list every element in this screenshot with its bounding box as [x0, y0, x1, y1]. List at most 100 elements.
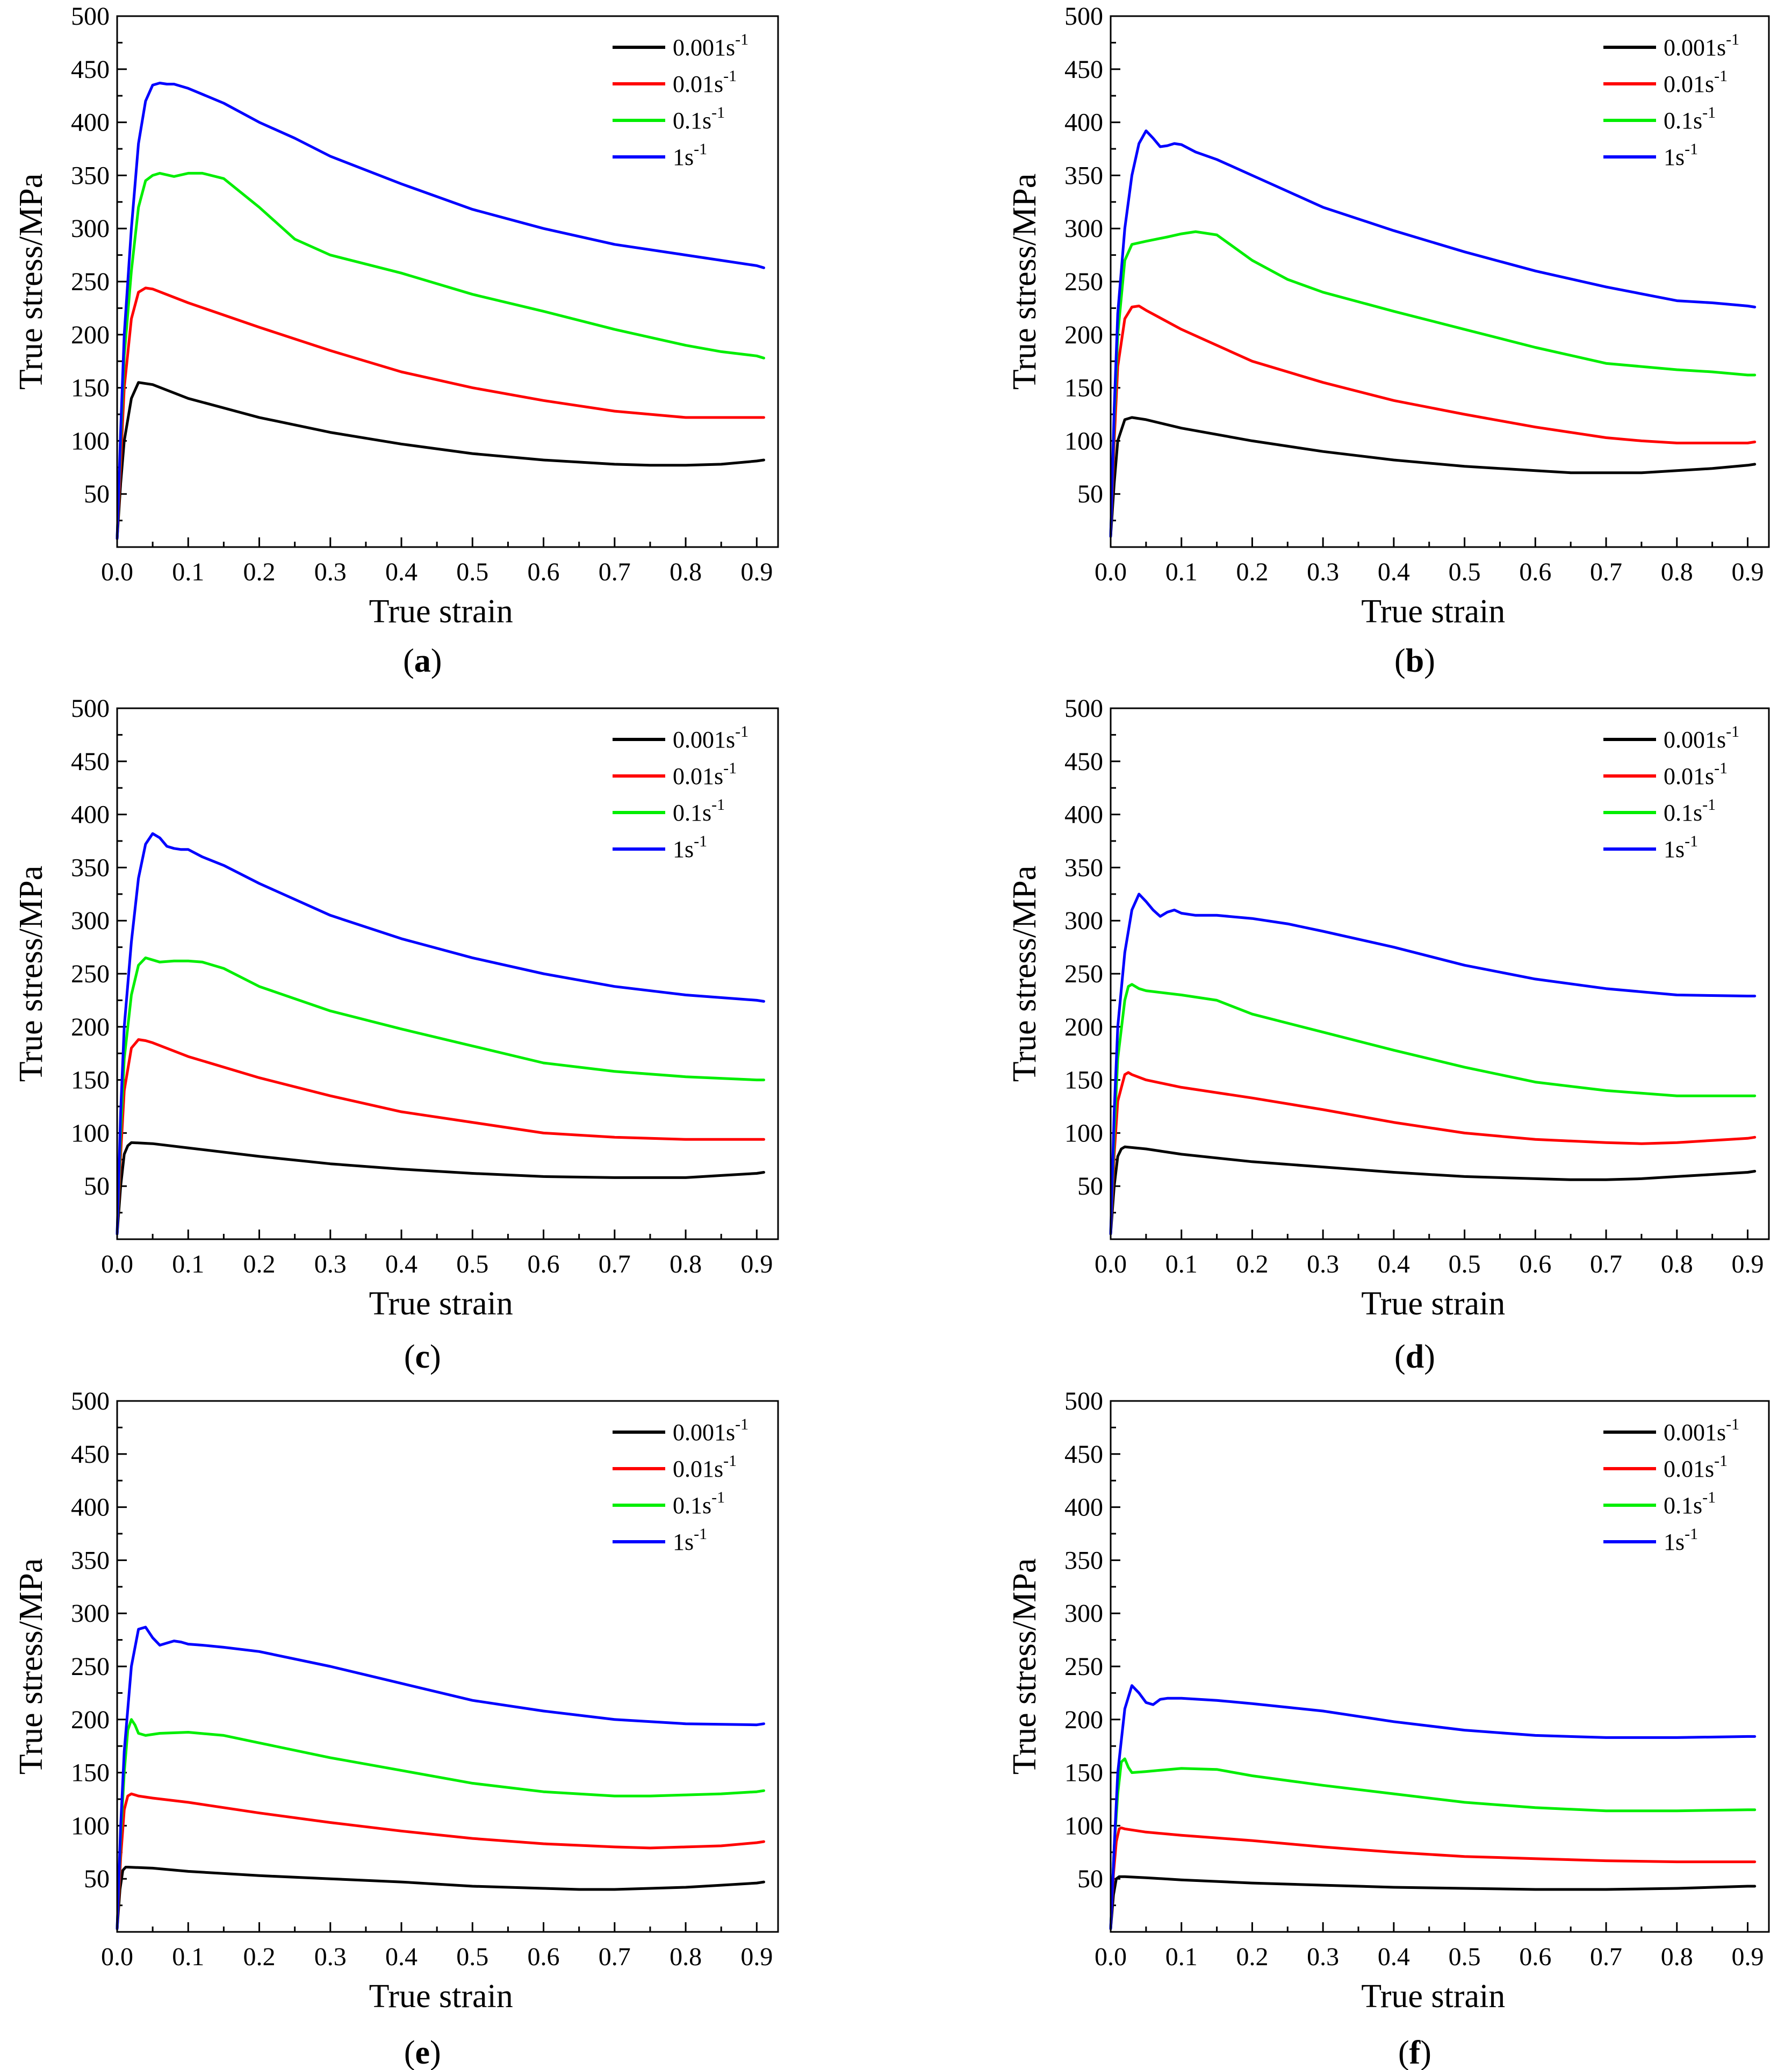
y-tick-label: 100 [71, 1812, 110, 1840]
legend-label-s0: 0.001s-1 [673, 723, 749, 753]
x-tick-label: 0.3 [1307, 558, 1339, 586]
x-tick-label: 0.9 [740, 558, 773, 586]
x-tick-label: 0.7 [1590, 558, 1622, 586]
x-tick-label: 0.4 [385, 1943, 418, 1971]
x-tick-label: 0.8 [670, 1250, 702, 1278]
y-tick-label: 300 [71, 1599, 110, 1628]
chart-panel-f: 0.0 0.1 0.2 0.3 0.4 0.5 0.6 0.7 0.8 0.9 50 100 150 20… [1006, 1387, 1770, 2070]
y-tick-label: 350 [1064, 161, 1103, 190]
legend-label-s1: 0.01s-1 [1664, 67, 1728, 97]
x-tick-label: 0.8 [670, 1943, 702, 1971]
panel-caption: (f) [1398, 2035, 1431, 2070]
panel-caption: (b) [1394, 643, 1435, 679]
series-line-s3 [116, 1626, 765, 1930]
x-tick-label: 0.9 [1731, 1250, 1764, 1278]
x-tick-label: 0.5 [1449, 1250, 1481, 1278]
y-tick-label: 200 [1064, 1706, 1103, 1734]
y-tick-label: 200 [1064, 1013, 1103, 1041]
y-tick-label: 250 [1064, 268, 1103, 296]
x-tick-label: 0.0 [101, 1250, 133, 1278]
y-tick-label: 500 [71, 1387, 110, 1415]
x-tick-label: 0.2 [243, 1250, 276, 1278]
legend-label-s3: 1s-1 [1664, 1525, 1698, 1555]
x-tick-label: 0.5 [1449, 1943, 1481, 1971]
x-tick-label: 0.6 [1519, 1250, 1551, 1278]
y-tick-label: 350 [71, 853, 110, 882]
y-tick-label: 150 [71, 374, 110, 402]
x-tick-label: 0.8 [1661, 1250, 1693, 1278]
series-line-s0 [116, 1866, 765, 1930]
y-tick-label: 100 [1064, 1812, 1103, 1840]
series-line-s0 [116, 381, 765, 540]
chart-panel-e: 0.0 0.1 0.2 0.3 0.4 0.5 0.6 0.7 0.8 0.9 50 100 150 20… [13, 1387, 779, 2070]
y-tick-label: 450 [71, 748, 110, 776]
x-tick-label: 0.2 [1236, 1943, 1268, 1971]
x-tick-label: 0.6 [1519, 558, 1551, 586]
x-tick-label: 0.5 [456, 558, 488, 586]
panel-caption: (c) [404, 1339, 441, 1375]
series-line-s3 [1109, 129, 1757, 538]
legend-label-s0: 0.001s-1 [673, 31, 749, 61]
legend-label-s3: 1s-1 [673, 140, 707, 170]
x-tick-label: 0.4 [385, 1250, 418, 1278]
legend-label-s2: 0.1s-1 [1664, 1489, 1716, 1519]
series-line-s2 [1109, 230, 1757, 538]
series-line-s2 [116, 1718, 765, 1930]
plot-frame [116, 15, 779, 548]
chart-panel-b: 0.0 0.1 0.2 0.3 0.4 0.5 0.6 0.7 0.8 0.9 50 100 150 20… [1006, 2, 1770, 679]
series-line-s0 [1109, 1875, 1757, 1930]
y-axis-title: True stress/MPa [1006, 1558, 1043, 1775]
series-line-s2 [1109, 1757, 1757, 1930]
series-line-s1 [116, 1792, 765, 1930]
series-line-s1 [1109, 304, 1757, 538]
x-tick-label: 0.4 [385, 558, 418, 586]
y-tick-label: 500 [71, 2, 110, 31]
x-axis-title: True strain [369, 1285, 513, 1322]
x-tick-label: 0.8 [1661, 558, 1693, 586]
y-tick-label: 250 [71, 268, 110, 296]
x-axis-title: True strain [1361, 1285, 1505, 1322]
x-axis-title: True strain [1361, 593, 1505, 630]
x-tick-label: 0.9 [1731, 558, 1764, 586]
y-tick-label: 100 [71, 1119, 110, 1147]
legend-label-s3: 1s-1 [1664, 140, 1698, 170]
y-tick-label: 450 [71, 55, 110, 84]
legend-label-s2: 0.1s-1 [673, 104, 725, 134]
legend-label-s1: 0.01s-1 [673, 67, 737, 97]
x-tick-label: 0.7 [599, 1943, 631, 1971]
y-tick-label: 250 [71, 1652, 110, 1681]
y-tick-label: 50 [84, 1865, 110, 1893]
x-tick-label: 0.0 [101, 558, 133, 586]
y-tick-label: 500 [71, 694, 110, 723]
legend-label-s2: 0.1s-1 [673, 1489, 725, 1519]
x-tick-label: 0.5 [456, 1250, 488, 1278]
y-tick-label: 300 [1064, 907, 1103, 935]
x-tick-label: 0.5 [1449, 558, 1481, 586]
x-tick-label: 0.8 [670, 558, 702, 586]
x-tick-label: 0.7 [599, 558, 631, 586]
series-line-s3 [1109, 893, 1757, 1235]
y-tick-label: 50 [84, 480, 110, 508]
y-axis-title: True stress/MPa [1006, 866, 1043, 1082]
legend-label-s1: 0.01s-1 [1664, 1452, 1728, 1482]
x-tick-label: 0.7 [1590, 1250, 1622, 1278]
x-tick-label: 0.2 [243, 1943, 276, 1971]
plot-frame [1110, 1400, 1770, 1933]
x-tick-label: 0.0 [1095, 558, 1127, 586]
y-tick-label: 350 [1064, 1546, 1103, 1575]
y-tick-label: 200 [71, 1013, 110, 1041]
x-tick-label: 0.3 [314, 1943, 347, 1971]
legend-label-s1: 0.01s-1 [1664, 759, 1728, 789]
series-line-s3 [1109, 1684, 1757, 1930]
y-tick-label: 300 [71, 214, 110, 243]
x-tick-label: 0.3 [314, 558, 347, 586]
x-tick-label: 0.3 [1307, 1250, 1339, 1278]
y-tick-label: 300 [1064, 1599, 1103, 1628]
legend-label-s3: 1s-1 [1664, 832, 1698, 862]
legend-label-s0: 0.001s-1 [673, 1415, 749, 1446]
y-tick-label: 150 [71, 1759, 110, 1787]
y-tick-label: 150 [1064, 374, 1103, 402]
x-tick-label: 0.2 [1236, 558, 1268, 586]
y-tick-label: 400 [71, 1493, 110, 1522]
legend-label-s2: 0.1s-1 [1664, 796, 1716, 826]
